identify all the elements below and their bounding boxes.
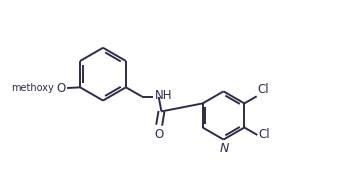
Text: Cl: Cl: [257, 83, 269, 96]
Text: methoxy: methoxy: [11, 83, 54, 93]
Text: O: O: [155, 128, 164, 141]
Text: N: N: [220, 142, 229, 155]
Text: O: O: [56, 82, 65, 95]
Text: NH: NH: [155, 89, 173, 102]
Text: Cl: Cl: [258, 128, 270, 142]
